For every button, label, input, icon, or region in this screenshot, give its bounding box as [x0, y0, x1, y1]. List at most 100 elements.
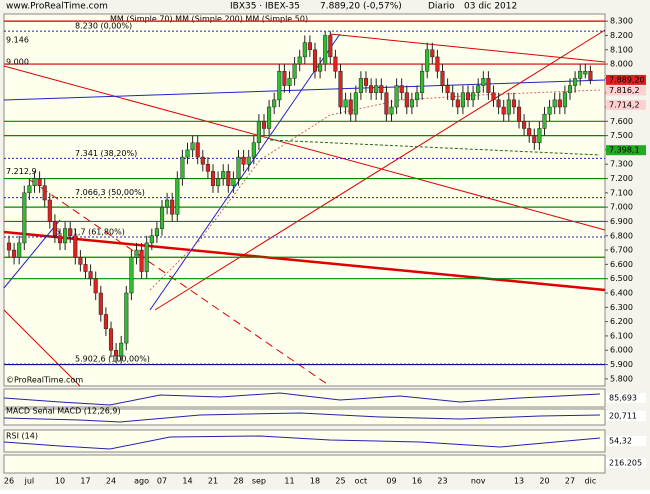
candle-body	[98, 292, 103, 315]
candle-body	[165, 199, 170, 208]
candle-body	[256, 121, 261, 144]
y-tick-label: 7.200	[610, 174, 633, 183]
x-tick-label: 24	[106, 477, 116, 486]
candle-body	[119, 342, 124, 357]
y-tick-label: 8.000	[610, 60, 633, 69]
trend-line	[149, 33, 341, 311]
note: 9.146	[6, 36, 29, 45]
copyright: ©ProRealTime.com	[6, 376, 83, 385]
macd-line	[3, 412, 601, 423]
candle-body	[328, 35, 333, 58]
y-tick-label: 5.800	[610, 374, 633, 383]
fib-label: 5.902,6 (100,00%)	[75, 355, 150, 364]
x-tick-label: 10	[55, 477, 65, 486]
candle-body	[506, 99, 511, 115]
candle-body	[134, 249, 139, 258]
candle-body	[78, 256, 83, 265]
panel-tag	[606, 436, 646, 446]
candle-body	[547, 106, 552, 115]
panel-name: MACD Señal MACD (12,26,9)	[6, 407, 121, 416]
candle-body	[108, 328, 114, 351]
candle-body	[114, 349, 119, 357]
watermark: www.ProRealTime.com	[6, 2, 108, 12]
candle-body	[486, 78, 491, 93]
x-tick-label: 26	[4, 477, 14, 486]
trend-line	[3, 65, 606, 231]
candle-body	[588, 70, 593, 81]
panel-value: 85,693	[609, 394, 637, 403]
y-tick-label: 7.600	[610, 117, 633, 126]
x-tick-label: sep	[252, 477, 266, 486]
candle-body	[552, 99, 557, 108]
candle-body	[52, 221, 57, 237]
x-tick-label: ago	[134, 477, 149, 486]
price-label: 7.889,20	[609, 75, 645, 84]
panel	[3, 454, 606, 474]
candle-body	[47, 199, 52, 222]
candle-body	[261, 121, 267, 129]
y-tick-label: 6.200	[610, 317, 633, 326]
candle-body	[389, 106, 394, 115]
candle-body	[57, 235, 63, 244]
symbol: IBX35 · IBEX-35	[230, 2, 300, 12]
y-tick-label: 6.400	[610, 289, 633, 298]
x-tick-label: 11	[284, 477, 294, 486]
candle-body	[496, 99, 501, 108]
y-tick-label: 8.100	[610, 45, 633, 54]
price-tag	[606, 74, 646, 85]
rsi-line	[3, 435, 601, 450]
candle-body	[557, 99, 562, 108]
candle-body	[450, 92, 455, 101]
y-tick-label: 6.500	[610, 274, 633, 283]
candle-body	[323, 35, 328, 65]
trend-line	[3, 219, 61, 289]
y-tick-label: 7.500	[610, 131, 633, 140]
candle-body	[297, 56, 302, 65]
candle-body	[231, 178, 236, 186]
y-tick-label: 6.700	[610, 246, 633, 255]
candle-body	[103, 314, 108, 330]
candle-body	[414, 92, 420, 101]
candle-body	[27, 185, 32, 194]
panel-value: 20,711	[609, 412, 637, 421]
x-tick-label: 17	[80, 477, 90, 486]
candle-body	[312, 49, 318, 72]
candle-body	[302, 42, 307, 58]
fib-label: 6.791,7 (61,80%)	[55, 227, 125, 236]
fib-label: 7.066,3 (50,00%)	[75, 188, 145, 197]
x-tick-label: 18	[310, 477, 320, 486]
candle-body	[154, 228, 159, 237]
candle-body	[159, 206, 165, 229]
x-tick-label: dic	[585, 477, 597, 486]
x-tick-label: jul	[24, 477, 35, 486]
candle-body	[573, 78, 578, 86]
x-tick-label: 27	[565, 477, 575, 486]
candle-body	[42, 185, 47, 201]
oscillator	[3, 392, 601, 406]
plot-area	[3, 13, 606, 387]
x-tick-label: 16	[412, 477, 422, 486]
candle-body	[282, 70, 287, 86]
candle-body	[63, 228, 68, 244]
candle-body	[22, 192, 27, 244]
candle-body	[384, 92, 389, 115]
candle-body	[532, 135, 537, 144]
candle-body	[583, 70, 588, 75]
candle-body	[277, 70, 282, 101]
candle-body	[353, 92, 358, 115]
y-tick-label: 6.300	[610, 303, 633, 312]
trend-line	[329, 33, 606, 63]
panel	[3, 429, 606, 453]
x-tick-label: 28	[233, 477, 243, 486]
moving-average	[149, 89, 601, 291]
price-tag	[606, 85, 646, 96]
candle-body	[537, 128, 542, 144]
panel-tag	[606, 458, 646, 468]
panel-value: 216.205	[609, 459, 642, 468]
y-tick-label: 7.000	[610, 203, 633, 212]
candle-body	[562, 92, 567, 108]
panel-tag	[606, 411, 646, 421]
candle-body	[318, 63, 323, 72]
candle-body	[476, 85, 481, 93]
x-tick-label: 14	[182, 477, 192, 486]
